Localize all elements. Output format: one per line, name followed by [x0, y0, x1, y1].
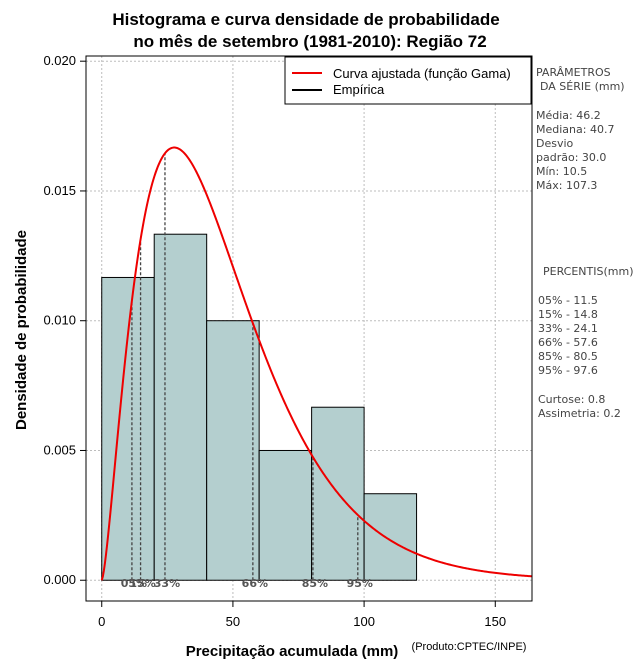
- histogram-bar-1: [153, 233, 208, 581]
- legend-label-curve: Curva ajustada (função Gama): [333, 66, 511, 81]
- percentil-95: 95% - 97.6: [538, 364, 598, 377]
- percentil-66: 66% - 57.6: [538, 336, 598, 349]
- histogram-bar-4: [311, 406, 365, 581]
- histogram-bars: [101, 233, 418, 581]
- percentile-label-66%: 66%: [242, 577, 268, 590]
- gamma-curve-group: [100, 146, 533, 581]
- param-desvio-line-1: Desvio: [536, 137, 574, 150]
- histogram-bar-5: [363, 493, 418, 581]
- plot-frame: [85, 55, 533, 602]
- y-tick-label-2: 0.010: [43, 313, 76, 328]
- y-tick-label-0: 0.000: [43, 572, 76, 587]
- y-tick-label-1: 0.005: [43, 442, 76, 457]
- params-title-line-2: DA SÉRIE (mm): [540, 80, 625, 93]
- legend: Curva ajustada (função Gama) Empírica: [284, 56, 532, 105]
- percentile-markers: 05%15%33% 66% 85% 95%: [121, 153, 373, 590]
- percentil-15: 15% - 14.8: [538, 308, 598, 321]
- percentis-title: PERCENTIS(mm): [543, 265, 634, 278]
- histogram-bar-0: [101, 276, 155, 581]
- y-tick-label-3: 0.015: [43, 183, 76, 198]
- param-desvio-line-2: padrão: 30.0: [536, 151, 606, 164]
- chart-title-line-1: Histograma e curva densidade de probabil…: [112, 10, 499, 29]
- param-max: Máx: 107.3: [536, 179, 597, 192]
- x-tick-label-1: 50: [226, 614, 240, 629]
- param-min: Mín: 10.5: [536, 165, 587, 178]
- histogram-bar-2: [206, 320, 260, 581]
- x-tick-label-0: 0: [98, 614, 105, 629]
- percentile-label-05%: 05%: [121, 577, 147, 590]
- credit-label: (Produto:CPTEC/INPE): [412, 641, 527, 653]
- percentil-85: 85% - 80.5: [538, 350, 598, 363]
- legend-label-empirical: Empírica: [333, 82, 385, 97]
- series-parameters-panel: PARÂMETROS DA SÉRIE (mm) Média: 46.2 Med…: [536, 66, 634, 420]
- axis-ticks: 0 50 100 150 0.000 0.005 0.010 0.015 0.020: [43, 53, 506, 629]
- param-mediana: Mediana: 40.7: [536, 123, 614, 136]
- param-media: Média: 46.2: [536, 109, 601, 122]
- curtose-value: Curtose: 0.8: [538, 393, 605, 406]
- y-tick-label-4: 0.020: [43, 53, 76, 68]
- y-axis-title: Densidade de probabilidade: [13, 230, 30, 430]
- x-tick-label-3: 150: [484, 614, 506, 629]
- percentile-label-95%: 95%: [347, 577, 373, 590]
- percentile-label-33%: 33%: [154, 577, 180, 590]
- percentil-05: 05% - 11.5: [538, 294, 598, 307]
- x-tick-label-2: 100: [353, 614, 375, 629]
- percentile-label-85%: 85%: [302, 577, 328, 590]
- legend-box: [284, 56, 532, 105]
- assimetria-value: Assimetria: 0.2: [538, 407, 621, 420]
- percentile-label-15%: 15%: [129, 577, 155, 590]
- x-axis-title: Precipitação acumulada (mm): [186, 643, 399, 660]
- histogram-bar-3: [258, 449, 313, 581]
- chart-title-line-2: no mês de setembro (1981-2010): Região 7…: [133, 32, 486, 51]
- percentil-33: 33% - 24.1: [538, 322, 598, 335]
- params-title-line-1: PARÂMETROS: [536, 66, 611, 79]
- gamma-density-curve: [100, 146, 533, 581]
